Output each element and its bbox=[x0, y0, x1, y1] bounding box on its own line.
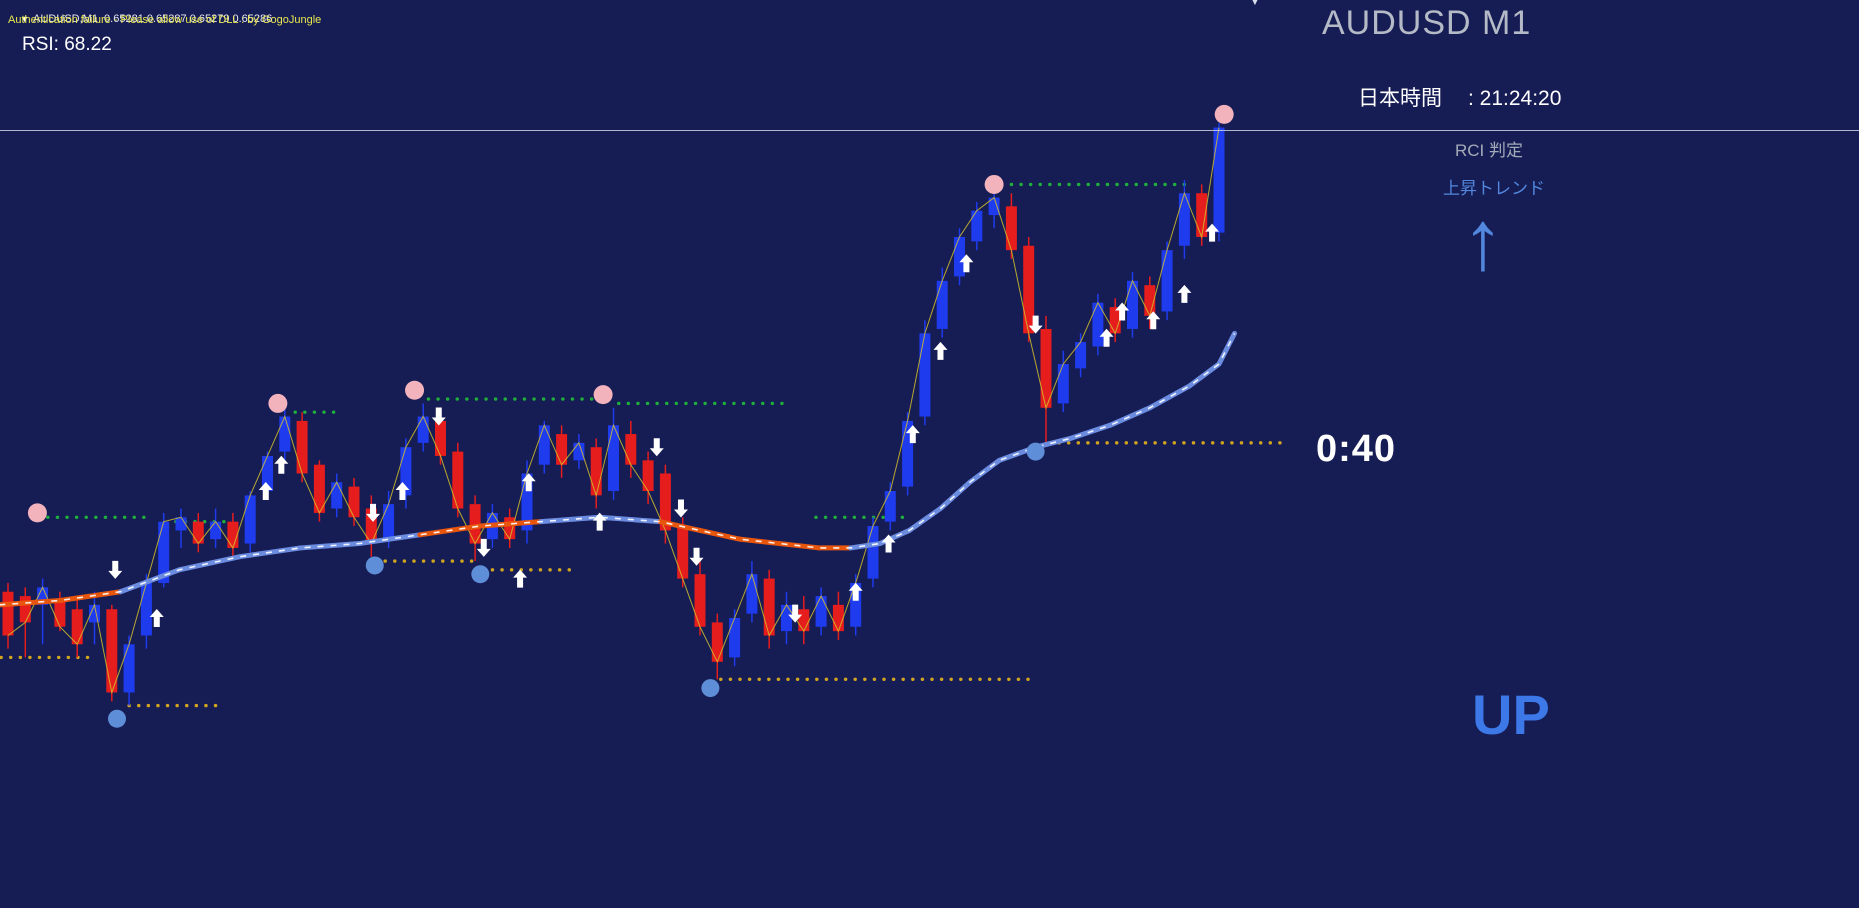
chart-title: AUDUSD M1 bbox=[1322, 4, 1532, 42]
japan-time-value: : 21:24:20 bbox=[1468, 87, 1562, 110]
rsi-readout: RSI: 68.22 bbox=[22, 34, 112, 55]
rci-judgement-label: RCI 判定 bbox=[1455, 141, 1523, 160]
bar-countdown-timer: 0:40 bbox=[1316, 428, 1397, 470]
dll-warning-text: Authentication failure - Please allow us… bbox=[8, 14, 322, 26]
signal-up-text: UP bbox=[1472, 683, 1550, 746]
chart-shift-icon[interactable]: ▼ bbox=[1250, 0, 1260, 8]
japan-time-label: 日本時間 bbox=[1358, 87, 1442, 110]
panel-separator-line bbox=[0, 130, 1859, 131]
uptrend-label: 上昇トレンド bbox=[1443, 179, 1545, 198]
symbol-ohlc-text: AUDUSD,M1 0.65281 0.65287 0.65279 0.6528… bbox=[33, 13, 273, 25]
mouse-cursor-icon: ▼ bbox=[20, 14, 30, 24]
japan-time-readout: 日本時間 : 21:24:20 bbox=[1358, 82, 1561, 112]
symbol-info-line: ▼ AUDUSD,M1 0.65281 0.65287 0.65279 0.652… bbox=[8, 1, 272, 37]
uptrend-arrow-icon: ↑ bbox=[1462, 193, 1504, 287]
